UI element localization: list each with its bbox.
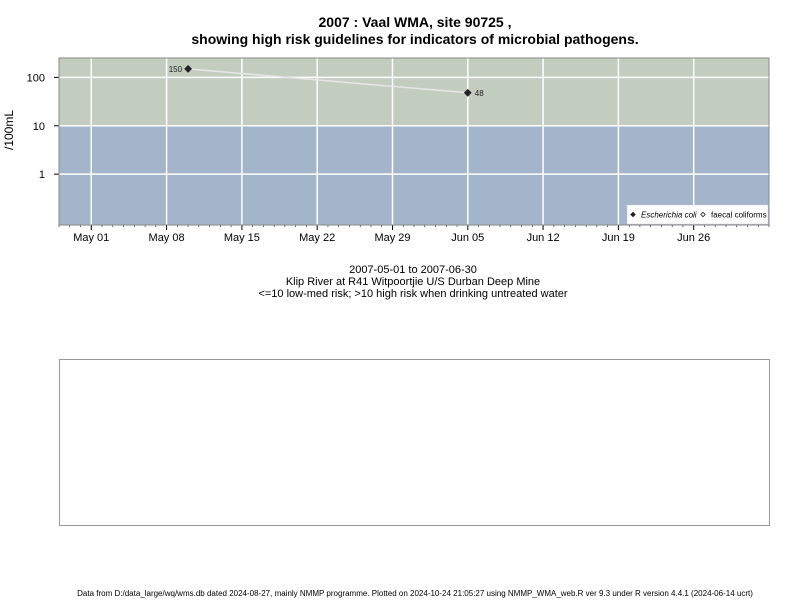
date-range-caption: 2007-05-01 to 2007-06-30 bbox=[349, 264, 477, 276]
x-tick-label: Jun 12 bbox=[527, 232, 560, 244]
chart-title-line-1: 2007 : Vaal WMA, site 90725 , bbox=[318, 14, 512, 30]
x-tick-label: May 29 bbox=[374, 232, 410, 244]
data-label: 48 bbox=[475, 89, 484, 98]
data-point bbox=[184, 64, 192, 73]
legend-label: Escherichia coli bbox=[641, 211, 697, 220]
legend-marker bbox=[630, 211, 636, 218]
chart-canvas: May 01 May 08 May 15 May 22 May 29 Jun 05 Jun … bbox=[27, 57, 770, 244]
x-tick-label: Jun 26 bbox=[677, 232, 710, 244]
x-tick-label: May 08 bbox=[149, 232, 185, 244]
x-tick-label: May 01 bbox=[73, 232, 109, 244]
site-caption: Klip River at R41 Witpoortjie U/S Durban… bbox=[285, 276, 541, 288]
x-tick-label: Jun 19 bbox=[602, 232, 635, 244]
high-risk-zone bbox=[59, 58, 769, 126]
risk-caption: <=10 low-med risk; >10 high risk when dr… bbox=[258, 288, 568, 300]
chart-title-line-2: showing high risk guidelines for indicat… bbox=[191, 31, 639, 47]
legend-box bbox=[626, 204, 769, 225]
data-label: 150 bbox=[169, 65, 183, 74]
legend-marker bbox=[700, 211, 706, 218]
y-tick-label: 1 bbox=[39, 169, 45, 181]
x-tick-label: May 15 bbox=[224, 232, 260, 244]
plot-frame bbox=[58, 57, 770, 226]
y-tick-label: 100 bbox=[27, 72, 45, 84]
x-tick-label: Jun 05 bbox=[451, 232, 484, 244]
data-point bbox=[463, 88, 472, 97]
series-line bbox=[188, 68, 468, 94]
y-tick-label: 10 bbox=[33, 121, 45, 133]
x-tick-label: May 22 bbox=[299, 232, 335, 244]
legend-label: faecal coliforms bbox=[711, 211, 767, 220]
footer-note: Data from D:/data_large/wq/wms.db dated … bbox=[77, 589, 753, 598]
empty-plot-panel bbox=[59, 359, 770, 526]
